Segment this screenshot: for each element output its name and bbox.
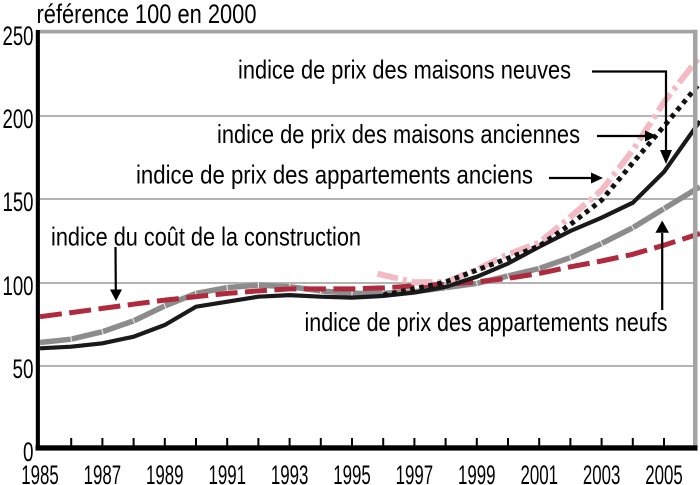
svg-text:1985: 1985 <box>21 460 59 485</box>
svg-text:150: 150 <box>3 187 34 217</box>
svg-text:250: 250 <box>3 21 34 51</box>
svg-text:200: 200 <box>3 104 34 134</box>
svg-text:1999: 1999 <box>458 460 496 485</box>
svg-text:indice de prix des appartement: indice de prix des appartements anciens <box>136 160 533 190</box>
svg-text:référence 100 en 2000: référence 100 en 2000 <box>37 0 257 29</box>
svg-text:indice du coût de la construct: indice du coût de la construction <box>51 222 361 252</box>
svg-text:indice de prix des appartement: indice de prix des appartements neufs <box>305 307 668 337</box>
svg-text:1989: 1989 <box>146 460 184 485</box>
svg-text:1993: 1993 <box>271 460 309 485</box>
svg-text:2001: 2001 <box>520 460 558 485</box>
svg-text:2005: 2005 <box>645 460 683 485</box>
svg-text:indice de prix des maisons anc: indice de prix des maisons anciennes <box>217 119 580 149</box>
svg-text:1995: 1995 <box>333 460 371 485</box>
svg-text:1997: 1997 <box>396 460 434 485</box>
svg-text:1991: 1991 <box>208 460 246 485</box>
svg-text:indice de prix des maisons neu: indice de prix des maisons neuves <box>238 55 571 85</box>
svg-text:1987: 1987 <box>84 460 122 485</box>
svg-text:0: 0 <box>23 437 34 467</box>
svg-text:50: 50 <box>13 354 34 384</box>
svg-text:100: 100 <box>3 271 34 301</box>
svg-text:2003: 2003 <box>583 460 621 485</box>
